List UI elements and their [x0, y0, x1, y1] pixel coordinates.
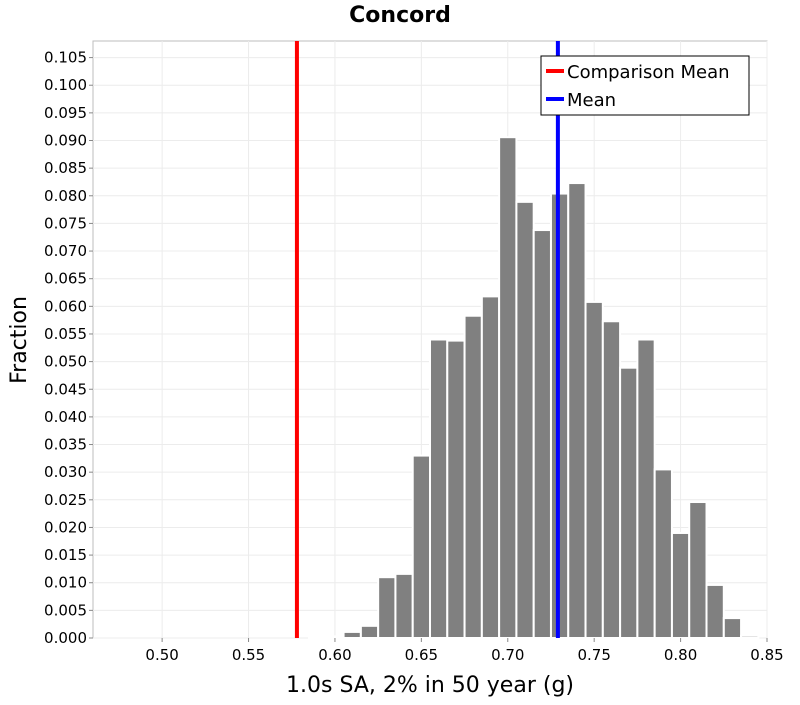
- histogram-bar: [411, 454, 432, 640]
- histogram-bar: [446, 339, 466, 639]
- y-tick-label: 0.035: [44, 436, 87, 454]
- legend-box: [540, 55, 750, 116]
- legend-label-comparison-mean: Comparison Mean: [567, 62, 730, 83]
- histogram-bar: [636, 338, 656, 639]
- y-tick-label: 0.085: [44, 159, 87, 177]
- histogram-bar: [584, 300, 604, 639]
- histogram-bar: [722, 617, 743, 639]
- y-tick-label: 0.105: [44, 49, 87, 67]
- x-tick-label: 0.80: [664, 646, 697, 664]
- y-tick-label: 0.000: [44, 629, 87, 647]
- y-tick-label: 0.080: [44, 187, 87, 205]
- y-tick-label: 0.075: [44, 214, 87, 232]
- x-tick-label: 0.50: [145, 646, 178, 664]
- histogram-bar: [740, 634, 760, 639]
- histogram-bar: [480, 295, 501, 639]
- y-tick-label: 0.055: [44, 325, 87, 343]
- y-tick-label: 0.090: [44, 132, 87, 150]
- legend: Comparison Mean Mean: [540, 55, 750, 116]
- histogram-bar: [515, 200, 535, 639]
- y-tick-label: 0.060: [44, 297, 87, 315]
- y-axis-label: Fraction: [7, 296, 32, 384]
- y-tick-label: 0.010: [44, 574, 87, 592]
- histogram-bar: [377, 576, 397, 640]
- y-tick-label: 0.065: [44, 270, 87, 288]
- x-tick-label: 0.65: [405, 646, 438, 664]
- histogram-bar: [601, 320, 622, 639]
- y-tick-label: 0.100: [44, 76, 87, 94]
- histogram-bar: [567, 182, 587, 639]
- y-tick-label: 0.045: [44, 380, 87, 398]
- y-tick-label: 0.050: [44, 353, 87, 371]
- histogram-bar: [653, 468, 673, 639]
- x-tick-label: 0.60: [318, 646, 351, 664]
- y-tick-label: 0.020: [44, 518, 87, 536]
- histogram-bar: [532, 229, 552, 640]
- y-tick-label: 0.005: [44, 601, 87, 619]
- chart-title: Concord: [349, 3, 451, 28]
- x-tick-label: 0.85: [750, 646, 783, 664]
- histogram-bar: [498, 136, 518, 640]
- histogram-bar: [325, 635, 345, 640]
- histogram-bar: [359, 624, 380, 639]
- histogram-bar: [463, 314, 483, 639]
- y-tick-label: 0.025: [44, 491, 87, 509]
- mean-lines: [294, 41, 560, 638]
- x-tick-label: 0.70: [491, 646, 524, 664]
- histogram-bar: [342, 630, 362, 639]
- y-tick-label: 0.040: [44, 408, 87, 426]
- histogram-bar: [670, 531, 691, 640]
- y-tick-label: 0.070: [44, 242, 87, 260]
- histogram-bar: [705, 583, 725, 640]
- y-axis-ticks: 0.000 0.005 0.010 0.015 0.020 0.025 0.030 0.035…: [44, 49, 93, 647]
- histogram-bar: [308, 635, 328, 640]
- y-tick-label: 0.095: [44, 104, 87, 122]
- histogram-bar: [394, 572, 414, 640]
- x-axis-ticks: 0.50 0.55 0.60 0.65 0.70 0.75 0.80 0.85: [145, 638, 784, 664]
- x-tick-label: 0.55: [232, 646, 265, 664]
- y-tick-label: 0.030: [44, 463, 87, 481]
- x-tick-label: 0.75: [577, 646, 610, 664]
- legend-label-mean: Mean: [567, 90, 616, 111]
- x-axis-label: 1.0s SA, 2% in 50 year (g): [286, 673, 574, 698]
- y-tick-label: 0.015: [44, 546, 87, 564]
- histogram-bar: [688, 501, 708, 639]
- histogram-bar: [619, 366, 639, 639]
- histogram-bar: [429, 338, 449, 639]
